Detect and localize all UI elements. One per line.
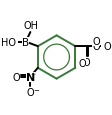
Text: +: + xyxy=(30,71,35,76)
Text: −: − xyxy=(33,87,39,93)
Text: OH: OH xyxy=(24,21,39,31)
Text: O: O xyxy=(92,36,100,46)
Text: O: O xyxy=(92,42,100,52)
Text: B: B xyxy=(22,37,29,47)
Text: O: O xyxy=(83,58,90,68)
Text: N: N xyxy=(26,72,35,82)
Text: O: O xyxy=(104,42,111,52)
Text: HO: HO xyxy=(1,37,16,47)
Text: O: O xyxy=(79,58,86,68)
Text: O: O xyxy=(27,87,34,97)
Text: O: O xyxy=(104,42,111,52)
Text: O: O xyxy=(13,72,20,82)
